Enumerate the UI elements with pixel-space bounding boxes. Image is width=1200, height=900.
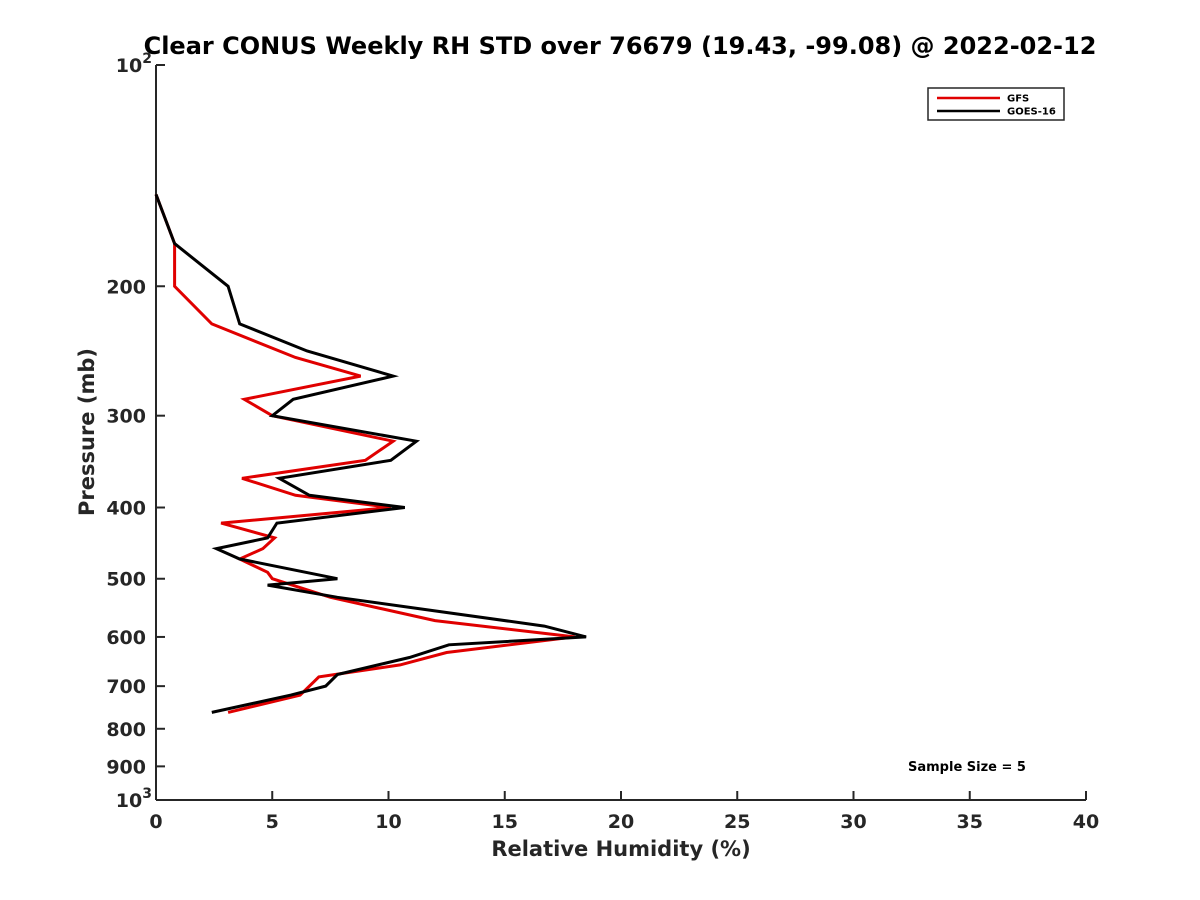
- y-tick-label: 800: [106, 719, 146, 741]
- legend-label: GFS: [1007, 94, 1029, 105]
- sample-size-annotation: Sample Size = 5: [908, 760, 1026, 775]
- y-tick-label: 900: [106, 756, 146, 778]
- y-tick-label: 500: [106, 569, 146, 591]
- y-tick-label: 400: [106, 498, 146, 520]
- x-tick-label: 15: [492, 811, 518, 833]
- x-tick-label: 35: [957, 811, 983, 833]
- x-tick-label: 20: [608, 811, 634, 833]
- y-tick-label-exponent: 2: [142, 51, 152, 67]
- series-line-gfs: [154, 193, 575, 714]
- y-tick-label-base: 10: [116, 790, 142, 812]
- y-tick-label: 700: [106, 676, 146, 698]
- plot-area: 0 5 10 15 20 25 30 35 40 10220030040050060070080…: [106, 51, 1099, 833]
- y-tick-label-exponent: 3: [142, 786, 152, 802]
- chart-title: Clear CONUS Weekly RH STD over 76679 (19…: [144, 32, 1097, 60]
- series-line-goes-16: [154, 193, 587, 714]
- x-tick-label: 40: [1073, 811, 1099, 833]
- x-tick-label: 30: [840, 811, 866, 833]
- x-ticks: 0 5 10 15 20 25 30 35 40: [149, 791, 1099, 833]
- series-lines: [154, 193, 587, 714]
- x-tick-label: 25: [724, 811, 750, 833]
- x-tick-label: 10: [375, 811, 401, 833]
- y-tick-label: 600: [106, 627, 146, 649]
- y-axis-label: Pressure (mb): [75, 348, 99, 516]
- legend-box: [927, 87, 1065, 121]
- y-tick-label: 200: [106, 276, 146, 298]
- legend-items: GFS GOES-16: [937, 94, 1056, 118]
- y-tick-label: 300: [106, 406, 146, 428]
- x-axis-label: Relative Humidity (%): [491, 837, 750, 861]
- legend: GFS GOES-16: [927, 87, 1065, 121]
- x-tick-label: 5: [266, 811, 279, 833]
- legend-label: GOES-16: [1007, 107, 1056, 118]
- y-tick-label-base: 10: [116, 55, 142, 77]
- y-tick-label: 103: [116, 786, 152, 812]
- y-tick-label: 102: [116, 51, 152, 77]
- x-tick-label: 0: [149, 811, 162, 833]
